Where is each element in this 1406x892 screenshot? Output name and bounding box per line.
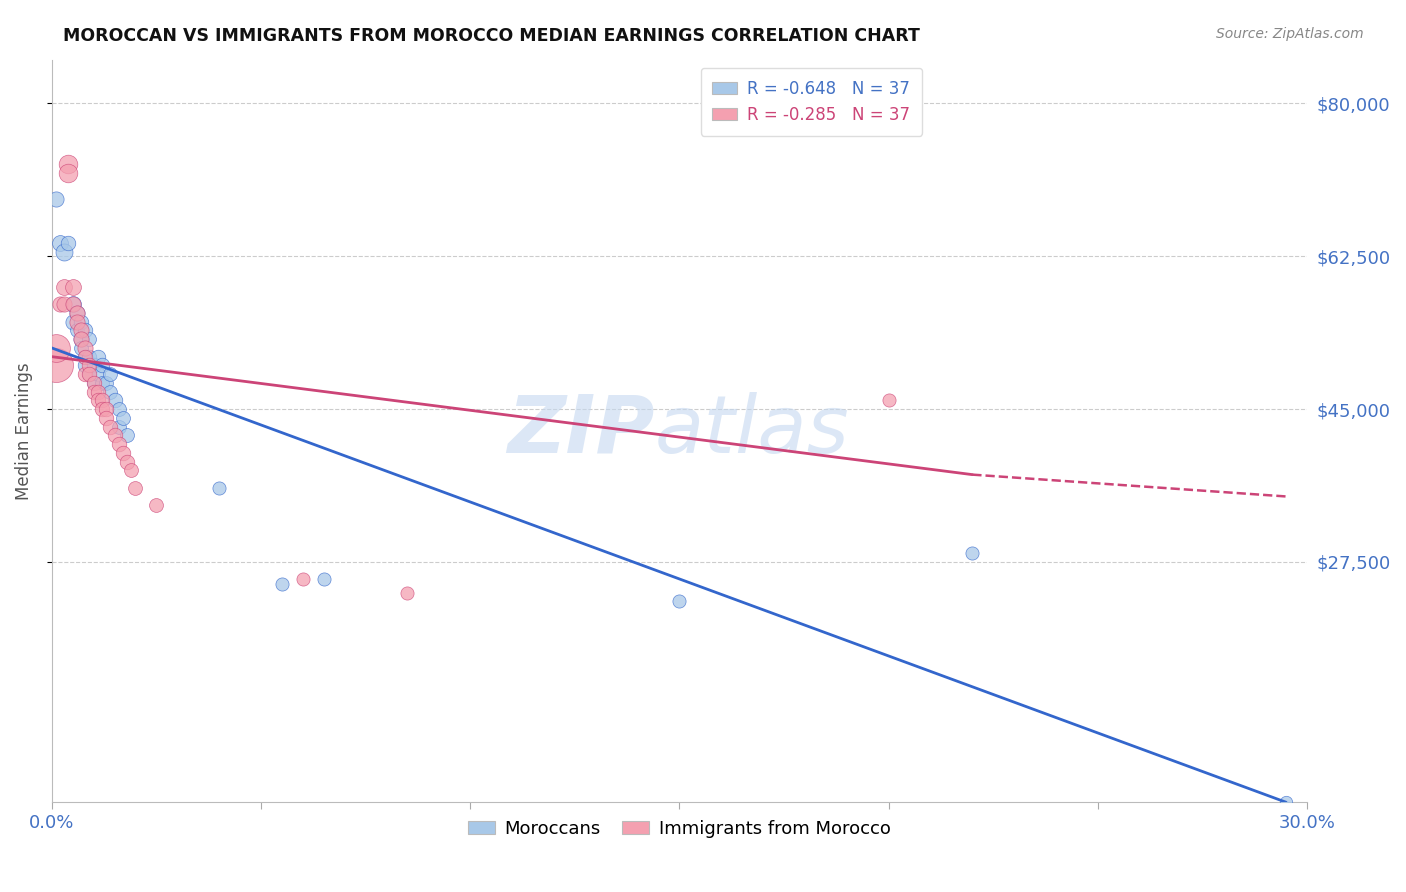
- Point: [962, 546, 984, 560]
- Point: [53, 279, 76, 293]
- Point: [70, 323, 93, 337]
- Point: [83, 384, 105, 399]
- Point: [91, 402, 114, 417]
- Point: [66, 323, 89, 337]
- Point: [115, 454, 138, 468]
- Point: [94, 402, 117, 417]
- Point: [396, 585, 419, 599]
- Point: [145, 498, 167, 512]
- Point: [66, 306, 89, 320]
- Point: [107, 402, 129, 417]
- Point: [111, 410, 134, 425]
- Point: [62, 297, 84, 311]
- Point: [115, 428, 138, 442]
- Point: [111, 446, 134, 460]
- Point: [79, 332, 101, 346]
- Point: [87, 367, 110, 381]
- Point: [98, 419, 121, 434]
- Point: [49, 297, 72, 311]
- Point: [62, 315, 84, 329]
- Point: [83, 359, 105, 373]
- Point: [75, 350, 97, 364]
- Point: [45, 193, 67, 207]
- Point: [66, 315, 89, 329]
- Point: [668, 594, 690, 608]
- Point: [66, 306, 89, 320]
- Point: [58, 166, 80, 180]
- Point: [75, 367, 97, 381]
- Point: [91, 376, 114, 390]
- Point: [103, 428, 125, 442]
- Point: [91, 359, 114, 373]
- Point: [87, 384, 110, 399]
- Point: [208, 481, 231, 495]
- Point: [107, 437, 129, 451]
- Point: [87, 393, 110, 408]
- Point: [103, 393, 125, 408]
- Y-axis label: Median Earnings: Median Earnings: [15, 362, 32, 500]
- Point: [75, 341, 97, 355]
- Point: [79, 367, 101, 381]
- Legend: Moroccans, Immigrants from Morocco: Moroccans, Immigrants from Morocco: [461, 813, 897, 846]
- Point: [70, 315, 93, 329]
- Point: [70, 341, 93, 355]
- Point: [53, 297, 76, 311]
- Point: [62, 279, 84, 293]
- Point: [877, 393, 900, 408]
- Point: [107, 419, 129, 434]
- Point: [58, 236, 80, 251]
- Point: [75, 359, 97, 373]
- Point: [70, 332, 93, 346]
- Text: Source: ZipAtlas.com: Source: ZipAtlas.com: [1216, 27, 1364, 41]
- Point: [94, 410, 117, 425]
- Point: [120, 463, 142, 477]
- Text: MOROCCAN VS IMMIGRANTS FROM MOROCCO MEDIAN EARNINGS CORRELATION CHART: MOROCCAN VS IMMIGRANTS FROM MOROCCO MEDI…: [63, 27, 920, 45]
- Point: [124, 481, 146, 495]
- Text: ZIP: ZIP: [508, 392, 654, 470]
- Point: [53, 244, 76, 259]
- Point: [91, 393, 114, 408]
- Point: [94, 376, 117, 390]
- Point: [70, 332, 93, 346]
- Point: [270, 577, 292, 591]
- Point: [49, 236, 72, 251]
- Point: [62, 297, 84, 311]
- Point: [87, 350, 110, 364]
- Point: [79, 350, 101, 364]
- Point: [45, 341, 67, 355]
- Point: [45, 359, 67, 373]
- Point: [98, 384, 121, 399]
- Point: [75, 350, 97, 364]
- Point: [58, 157, 80, 171]
- Point: [291, 573, 314, 587]
- Point: [79, 359, 101, 373]
- Point: [79, 367, 101, 381]
- Point: [83, 376, 105, 390]
- Text: atlas: atlas: [654, 392, 849, 470]
- Point: [98, 367, 121, 381]
- Point: [312, 573, 335, 587]
- Point: [83, 376, 105, 390]
- Point: [75, 323, 97, 337]
- Point: [1275, 795, 1298, 809]
